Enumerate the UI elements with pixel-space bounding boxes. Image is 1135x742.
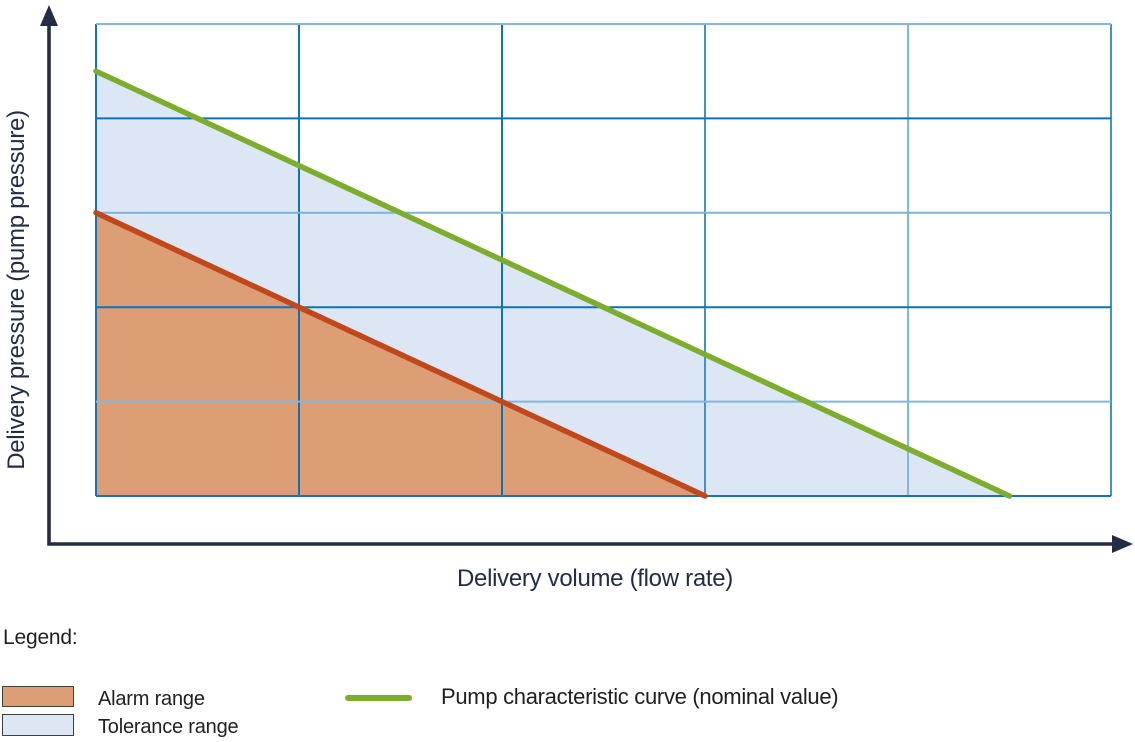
alarm-range-label: Alarm range	[98, 688, 205, 710]
tolerance-range-label: Tolerance range	[98, 716, 239, 738]
x-axis-label: Delivery volume (flow rate)	[457, 565, 733, 592]
alarm-range-swatch	[2, 686, 74, 707]
x-axis-arrowhead	[1112, 535, 1133, 553]
pump-curve-swatch	[345, 695, 412, 701]
tolerance-range-swatch	[2, 714, 74, 736]
alarm-limit-curve	[93, 210, 708, 499]
y-axis-arrowhead	[40, 5, 58, 26]
pump-characteristic-curve-nominal-value	[93, 68, 1013, 499]
pump-curve-label: Pump characteristic curve (nominal value…	[441, 684, 839, 709]
pump-chart-canvas	[40, 5, 1133, 553]
y-axis-label: Delivery pressure (pump pressure)	[3, 110, 30, 470]
axes	[47, 22, 1114, 546]
legend-heading: Legend:	[3, 626, 78, 649]
